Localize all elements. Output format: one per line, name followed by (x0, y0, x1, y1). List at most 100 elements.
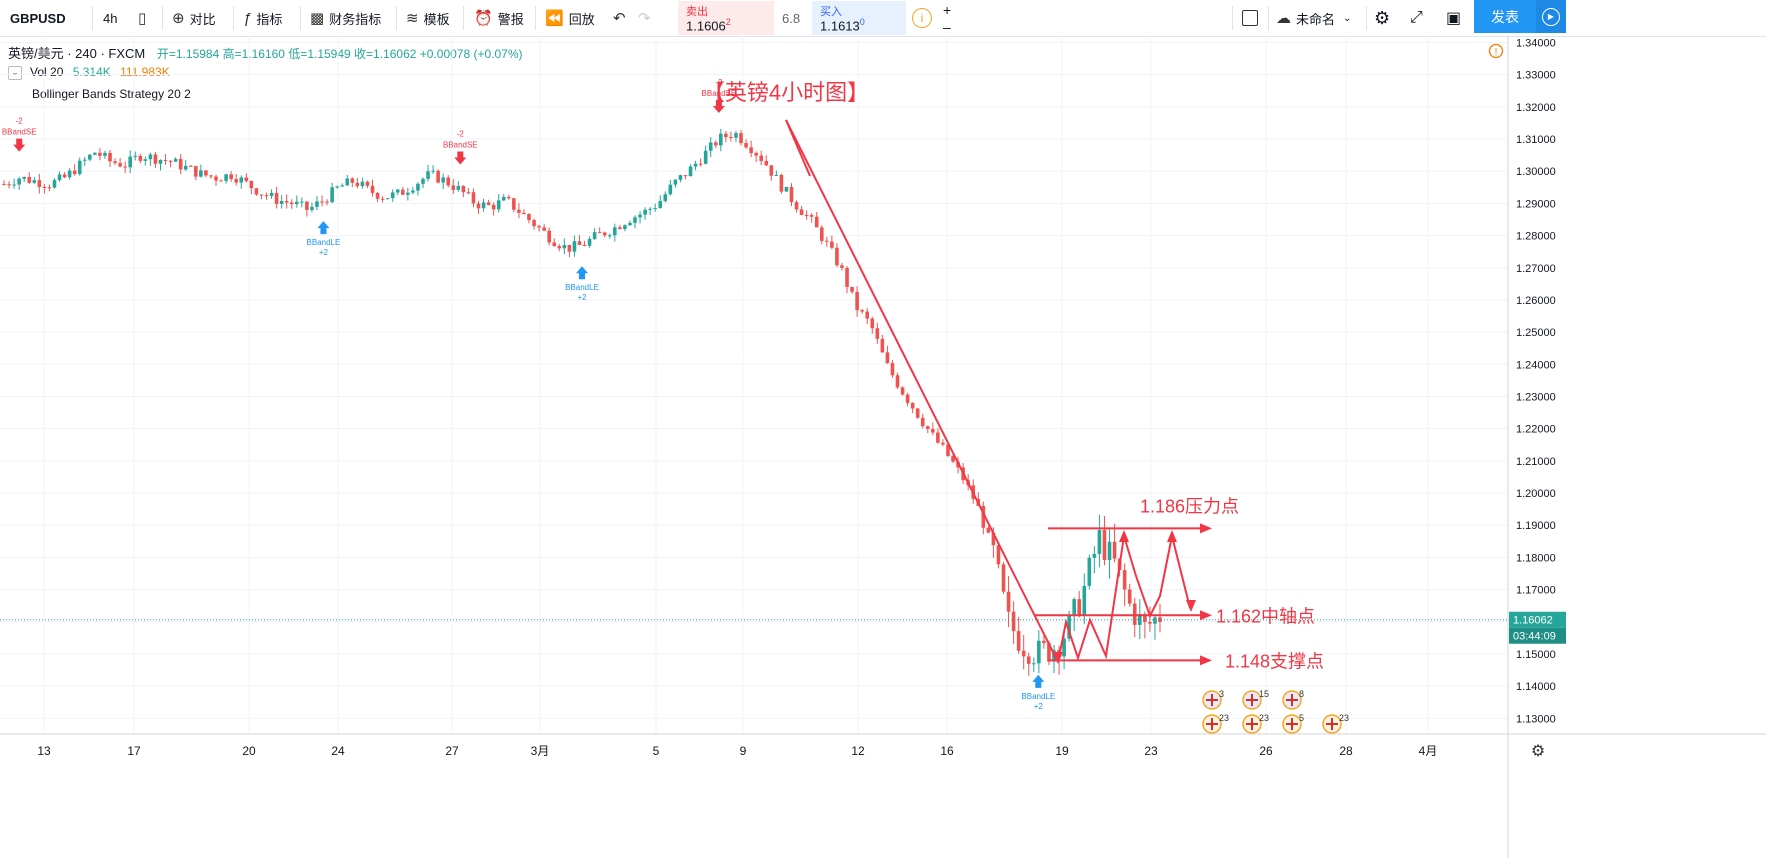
candle-body (67, 170, 72, 178)
time-tick-label: 13 (37, 744, 51, 758)
signal-label: BBandSE (2, 128, 37, 137)
template-button[interactable]: ≋ 模板 (406, 0, 450, 36)
candle-body (178, 158, 183, 170)
candle-body (284, 201, 289, 203)
collapse-icon[interactable]: ⌄ (8, 65, 22, 80)
candle-body (527, 214, 531, 221)
info-icon: i (912, 8, 932, 28)
candle-body (77, 160, 82, 175)
compare-button[interactable]: ⊕ 对比 (172, 0, 216, 36)
financials-label: 财务指标 (329, 11, 382, 27)
price-chart[interactable]: -2BBandSEBBandLE+2-2BBandSEBBandLE+2-2BB… (0, 36, 1766, 858)
candle-body (27, 176, 32, 183)
alert-button[interactable]: ⏰ 警报 (474, 0, 524, 36)
toolbar-divider (162, 6, 163, 30)
redo-button[interactable]: ↷ (638, 0, 656, 36)
candle-body (542, 227, 546, 231)
candle-body (1158, 617, 1162, 622)
svg-text:!: ! (1495, 47, 1498, 58)
symbol-search[interactable]: GBPUSD (10, 0, 66, 36)
chart-type-button[interactable]: ▯ (138, 0, 151, 36)
candle-body (426, 171, 430, 179)
candle-body (532, 220, 536, 227)
candle-body (946, 444, 950, 456)
candle-body (1067, 615, 1071, 639)
flag-cross (1326, 718, 1338, 730)
candle-body (1112, 541, 1117, 559)
candle-body (1077, 599, 1082, 616)
candle-body (658, 201, 663, 208)
candle-body (32, 180, 37, 183)
replay-button[interactable]: ⏪ 回放 (545, 0, 595, 36)
candle-body (355, 182, 360, 187)
financials-button[interactable]: ▩ 财务指标 (310, 0, 381, 36)
replay-label: 回放 (568, 11, 595, 27)
candle-body (471, 192, 476, 204)
candle-body (825, 240, 829, 242)
candle-body (385, 198, 390, 200)
template-icon: ≋ (406, 10, 419, 27)
price-tick-label: 1.27000 (1516, 263, 1556, 275)
candle-body (920, 417, 925, 427)
candle-body (168, 160, 173, 162)
price-tick-label: 1.15000 (1516, 649, 1556, 661)
candle-body (663, 194, 668, 202)
indicators-button[interactable]: ƒ 指标 (243, 0, 282, 36)
event-count: 15 (1259, 689, 1269, 699)
candle-body (1001, 564, 1006, 592)
zoom-in-button[interactable]: + (943, 0, 951, 28)
candle-body (466, 192, 471, 194)
zoom-out-button[interactable]: – (943, 9, 951, 45)
candle-body (446, 177, 451, 186)
play-button[interactable]: ▶ (1536, 0, 1566, 33)
candle-body (698, 163, 703, 165)
gear-icon: ⚙ (1374, 7, 1391, 28)
interval-button[interactable]: 4h (103, 0, 117, 36)
candle-body (158, 159, 163, 164)
publish-button[interactable]: 发表 (1474, 0, 1536, 33)
volume-legend[interactable]: ⌄ Vol 20 5.314K 111.983K (8, 65, 170, 80)
trend-line-thin (785, 119, 811, 177)
flag-cross (1206, 694, 1218, 706)
top-toolbar: GBPUSD 4h ▯ ⊕ 对比 ƒ 指标 ▩ 财务指标 ≋ 模板 ⏰ 警报 ⏪ 回放 ↶ … (0, 0, 1766, 37)
undo-button[interactable]: ↶ (613, 0, 631, 36)
candle-body (936, 432, 940, 443)
event-count: 23 (1219, 713, 1229, 723)
candle-body (133, 155, 138, 157)
uk-flag-icon: 15 (1242, 689, 1269, 710)
candle-body (350, 178, 355, 183)
time-tick-label: 20 (242, 744, 256, 758)
projection-arrow-head (1186, 600, 1196, 612)
candle-body (648, 208, 652, 210)
level-annotation-label: 1.186压力点 (1140, 496, 1239, 516)
candle-body (239, 177, 244, 183)
event-count: 23 (1259, 713, 1269, 723)
fullscreen-button[interactable]: ⤢ (1410, 0, 1423, 36)
fullscreen-select-button[interactable] (1242, 0, 1258, 36)
settings-button[interactable]: ⚙ (1374, 0, 1390, 36)
candle-body (1011, 611, 1016, 632)
user-drawings: 1.186压力点 1.162中轴点 1.148支撑点 (785, 119, 1324, 671)
signal-qty: -2 (715, 78, 723, 87)
main-series-legend[interactable]: 英镑/美元 · 240 · FXCM 开=1.15984 高=1.16160 低… (8, 43, 523, 62)
candle-body (1072, 599, 1076, 616)
candle-body (103, 152, 107, 156)
strategy-label: Bollinger Bands Strategy 20 2 (32, 87, 191, 101)
candle-body (507, 197, 511, 199)
strategy-legend[interactable]: Bollinger Bands Strategy 20 2 (32, 87, 191, 101)
candle-body (421, 178, 425, 184)
candle-body (1148, 621, 1152, 624)
trading-info-button[interactable]: i (912, 0, 932, 36)
candle-body (1021, 650, 1026, 657)
sell-button[interactable]: 卖出 1.16062 (678, 1, 774, 35)
candle-body (931, 428, 935, 433)
layout-menu[interactable]: ☁ 未命名 ⌄ (1276, 0, 1351, 36)
buy-button[interactable]: 买入 1.16130 (812, 1, 906, 35)
vol-value: 5.314K (72, 65, 111, 79)
candle-body (517, 209, 521, 213)
price-tick-label: 1.25000 (1516, 327, 1556, 339)
candle-body (345, 178, 350, 186)
snapshot-button[interactable]: ▣ (1446, 0, 1461, 36)
candle-body (703, 150, 708, 164)
candle-body (42, 186, 47, 188)
